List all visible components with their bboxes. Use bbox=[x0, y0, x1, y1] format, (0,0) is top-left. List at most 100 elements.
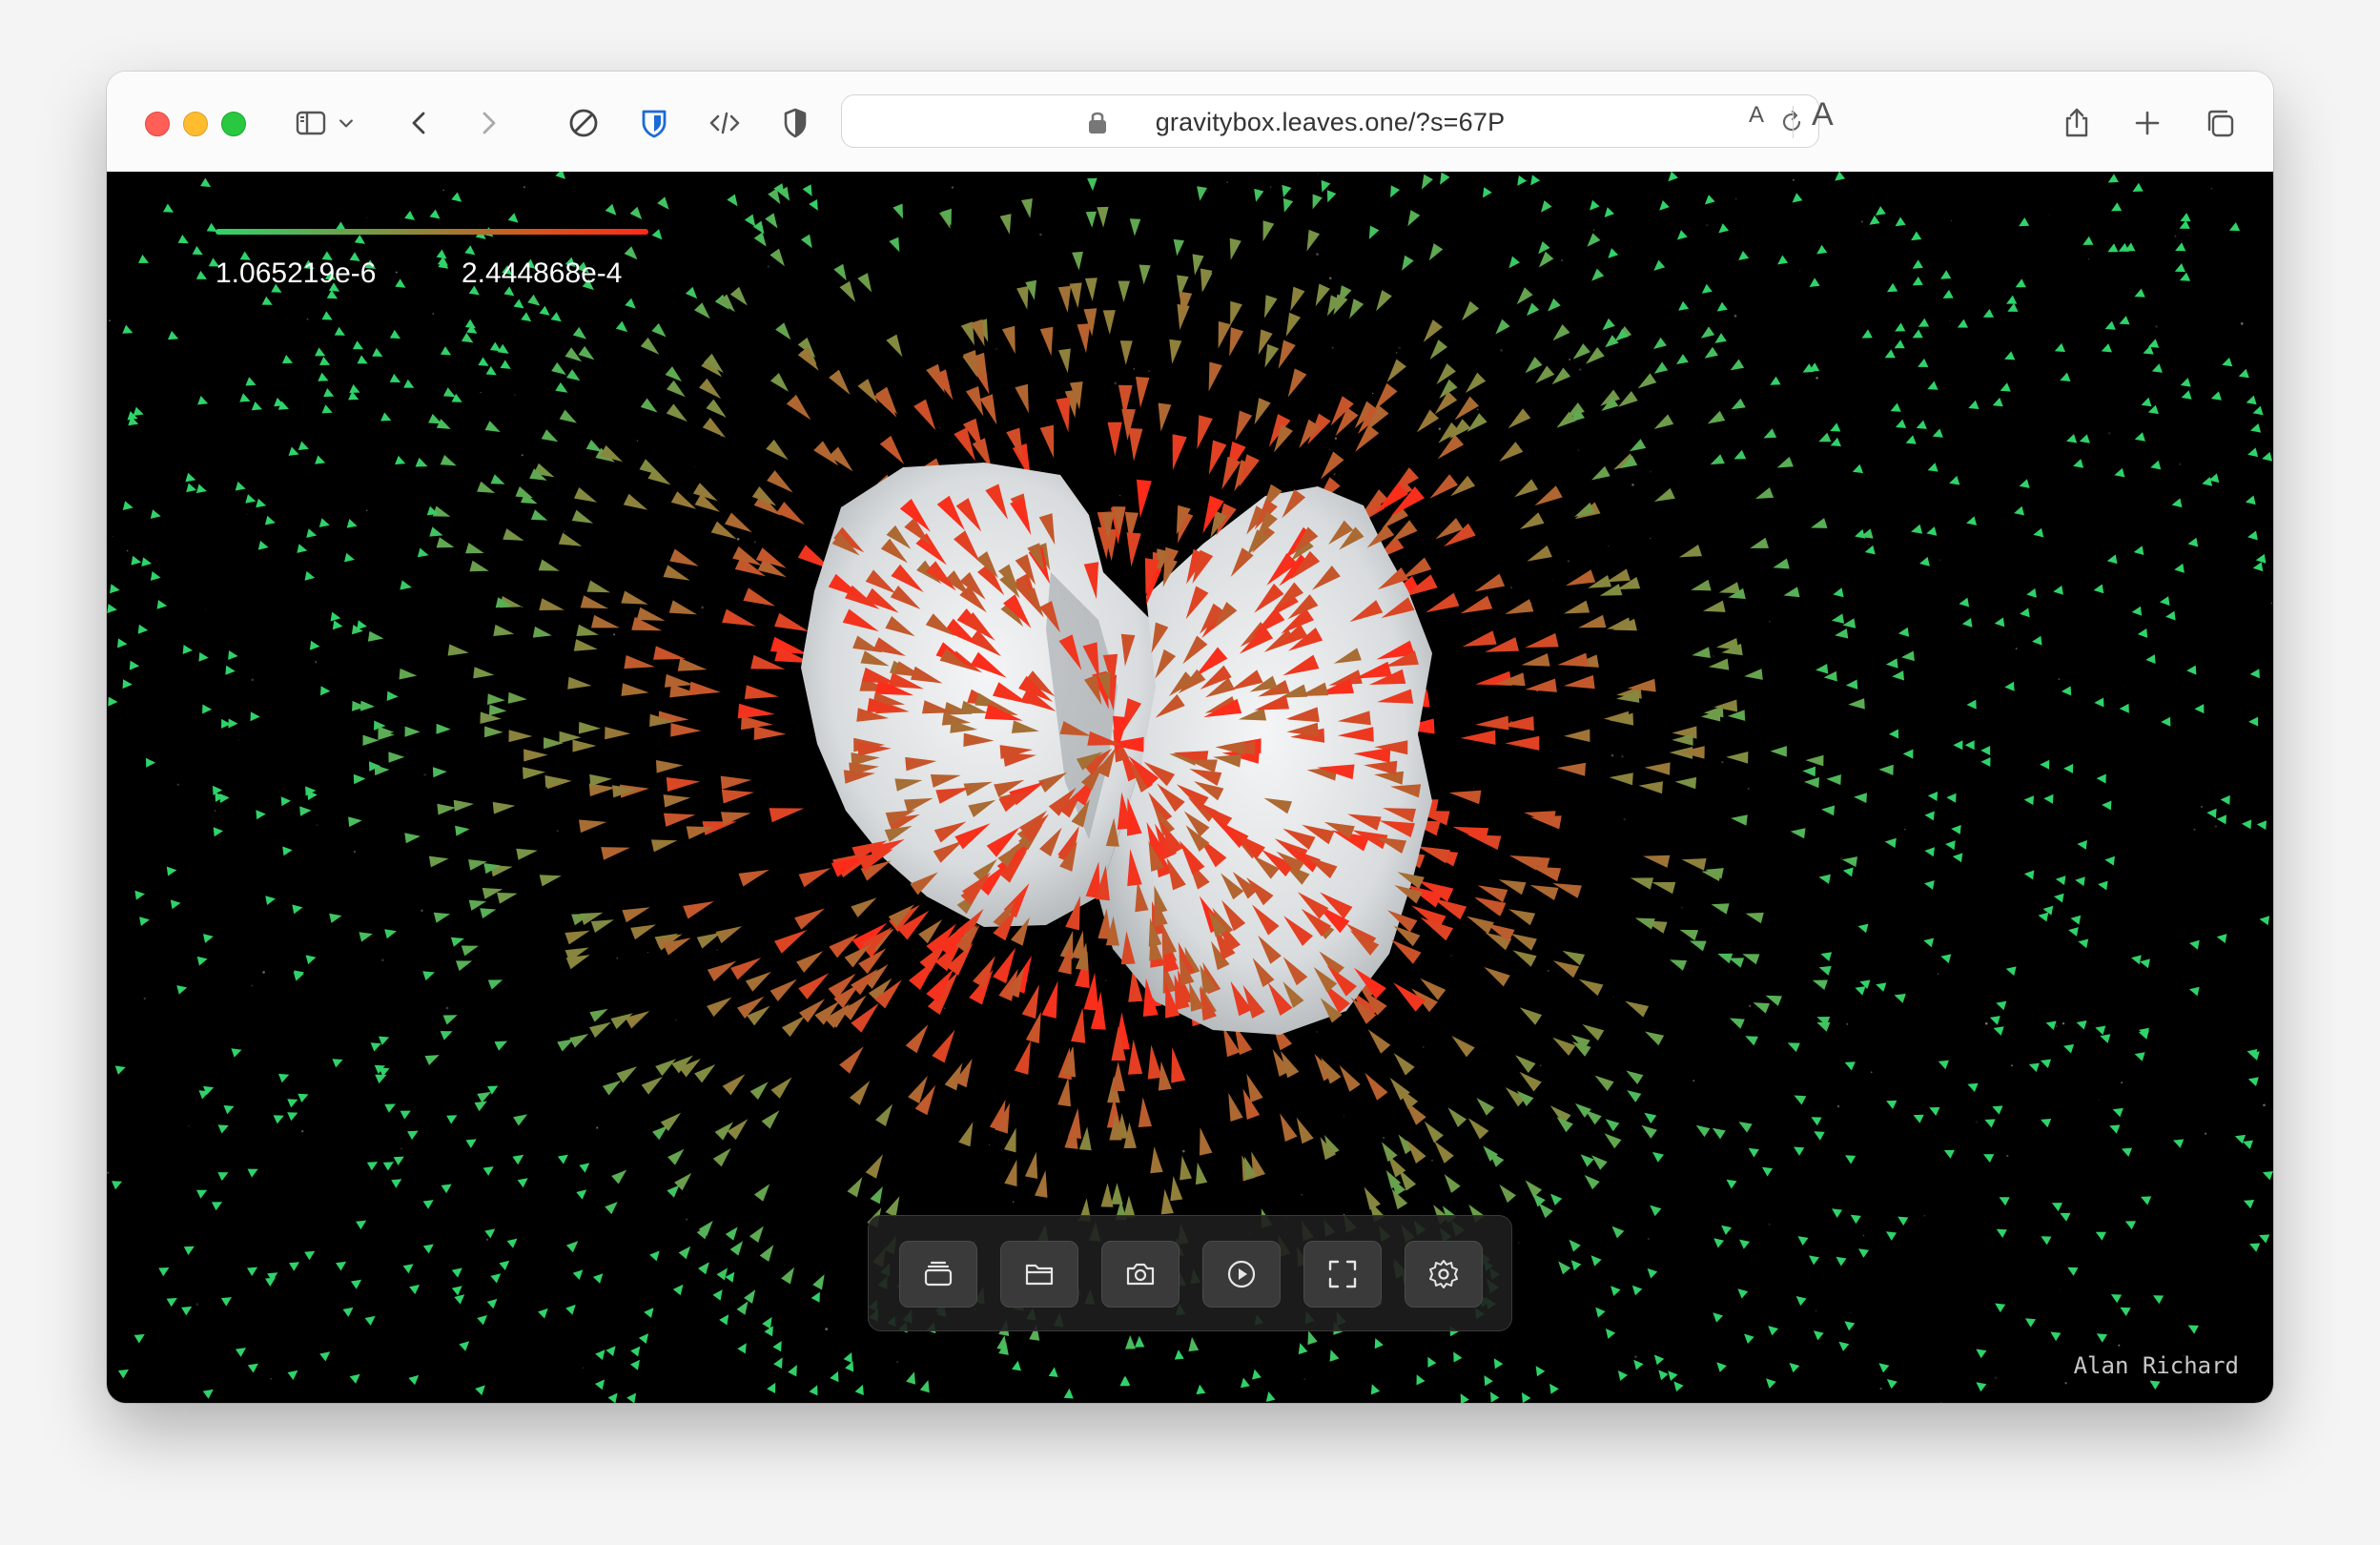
increase-text-size-button[interactable]: A bbox=[1812, 96, 1834, 133]
field-arrow bbox=[1653, 1354, 1665, 1366]
decrease-text-size-button[interactable]: A bbox=[1749, 102, 1765, 128]
field-arrow bbox=[1038, 772, 1068, 793]
field-arrow bbox=[1407, 210, 1421, 227]
field-arrow bbox=[451, 1286, 462, 1296]
field-arrow bbox=[797, 346, 819, 371]
star bbox=[523, 186, 525, 189]
field-arrow bbox=[564, 347, 583, 362]
field-arrow bbox=[261, 296, 273, 305]
field-arrow bbox=[442, 387, 456, 398]
star bbox=[2098, 1099, 2100, 1101]
field-arrow bbox=[712, 1289, 723, 1301]
field-arrow bbox=[1307, 413, 1331, 445]
fullscreen-button[interactable] bbox=[1303, 1241, 1382, 1308]
field-arrow bbox=[1120, 1375, 1131, 1386]
sidebar-menu-button[interactable] bbox=[332, 100, 360, 146]
field-arrow bbox=[798, 973, 830, 999]
field-arrow bbox=[1585, 1110, 1602, 1125]
field-arrow bbox=[487, 693, 505, 705]
field-arrow bbox=[753, 1184, 770, 1202]
toolbar-separator bbox=[1793, 106, 1794, 138]
field-arrow bbox=[1650, 1205, 1662, 1217]
field-arrow bbox=[475, 1385, 485, 1396]
field-arrow bbox=[287, 1099, 298, 1108]
field-arrow bbox=[950, 720, 978, 733]
share-button[interactable] bbox=[2054, 100, 2100, 146]
field-arrow bbox=[1374, 1338, 1384, 1349]
gravity-visualization[interactable]: 1.065219e-6 2.444868e-4 Alan Richard bbox=[107, 172, 2273, 1403]
field-arrow bbox=[1644, 1112, 1657, 1123]
field-arrow bbox=[772, 1341, 782, 1352]
content-blocker-button[interactable] bbox=[561, 100, 606, 146]
tab-overview-button[interactable] bbox=[2197, 100, 2243, 146]
field-arrow bbox=[1713, 1238, 1725, 1248]
star bbox=[2214, 825, 2218, 828]
star bbox=[381, 958, 384, 962]
field-arrow bbox=[905, 756, 937, 772]
settings-button[interactable] bbox=[1405, 1241, 1483, 1308]
field-arrow bbox=[1548, 298, 1561, 312]
field-arrow bbox=[2041, 1236, 2052, 1246]
open-file-button[interactable] bbox=[1000, 1241, 1078, 1308]
developer-button[interactable] bbox=[702, 100, 748, 146]
star bbox=[1799, 270, 1801, 272]
field-arrow bbox=[1787, 1042, 1800, 1053]
field-arrow bbox=[963, 732, 995, 747]
field-arrow bbox=[954, 530, 980, 563]
forward-button[interactable] bbox=[465, 100, 511, 146]
field-arrow bbox=[280, 796, 291, 807]
field-arrow bbox=[1165, 981, 1180, 1019]
zoom-window-button[interactable] bbox=[221, 112, 246, 136]
new-tab-button[interactable] bbox=[2124, 100, 2170, 146]
field-arrow bbox=[582, 278, 594, 291]
field-arrow bbox=[571, 914, 592, 926]
field-arrow bbox=[315, 347, 326, 357]
field-arrow bbox=[1738, 1122, 1753, 1133]
layers-button[interactable] bbox=[899, 1241, 977, 1308]
lock-icon bbox=[1089, 112, 1106, 134]
field-arrow bbox=[1916, 420, 1927, 429]
field-arrow bbox=[1717, 953, 1734, 964]
field-arrow bbox=[550, 312, 562, 322]
star bbox=[1648, 1238, 1650, 1240]
reload-icon[interactable] bbox=[1776, 107, 1807, 137]
close-window-button[interactable] bbox=[145, 112, 170, 136]
field-arrow bbox=[1541, 200, 1552, 213]
field-arrow bbox=[1072, 251, 1083, 271]
field-arrow bbox=[247, 1267, 258, 1276]
star bbox=[400, 1147, 402, 1149]
field-arrow bbox=[1617, 391, 1638, 407]
minimize-window-button[interactable] bbox=[183, 112, 208, 136]
star bbox=[1611, 753, 1614, 757]
field-arrow bbox=[2067, 1267, 2079, 1276]
field-arrow bbox=[998, 789, 1034, 813]
field-arrow bbox=[1795, 1296, 1807, 1307]
field-arrow bbox=[565, 1241, 579, 1253]
field-arrow bbox=[1020, 814, 1049, 843]
field-arrow bbox=[1301, 908, 1332, 937]
field-arrow bbox=[137, 624, 149, 634]
privacy-report-button[interactable] bbox=[772, 100, 818, 146]
field-arrow bbox=[1218, 320, 1232, 349]
field-arrow bbox=[1246, 529, 1268, 556]
field-arrow bbox=[719, 1314, 729, 1326]
field-arrow bbox=[744, 685, 779, 699]
field-arrow bbox=[473, 667, 495, 679]
field-arrow bbox=[239, 251, 251, 260]
sidebar-toggle-button[interactable] bbox=[288, 100, 334, 146]
address-bar[interactable]: gravitybox.leaves.one/?s=67P bbox=[841, 94, 1819, 148]
field-arrow bbox=[1549, 1383, 1559, 1394]
field-arrow bbox=[1884, 349, 1896, 359]
field-arrow bbox=[889, 237, 900, 253]
field-arrow bbox=[1984, 1119, 1996, 1128]
field-arrow bbox=[2043, 793, 2054, 804]
star bbox=[1509, 587, 1513, 589]
star bbox=[349, 657, 351, 659]
bitwarden-button[interactable] bbox=[631, 100, 677, 146]
field-arrow bbox=[1532, 1193, 1546, 1207]
back-button[interactable] bbox=[397, 100, 442, 146]
field-arrow bbox=[720, 775, 752, 790]
field-arrow bbox=[1375, 483, 1408, 514]
screenshot-button[interactable] bbox=[1101, 1241, 1180, 1308]
play-animation-button[interactable] bbox=[1202, 1241, 1281, 1308]
